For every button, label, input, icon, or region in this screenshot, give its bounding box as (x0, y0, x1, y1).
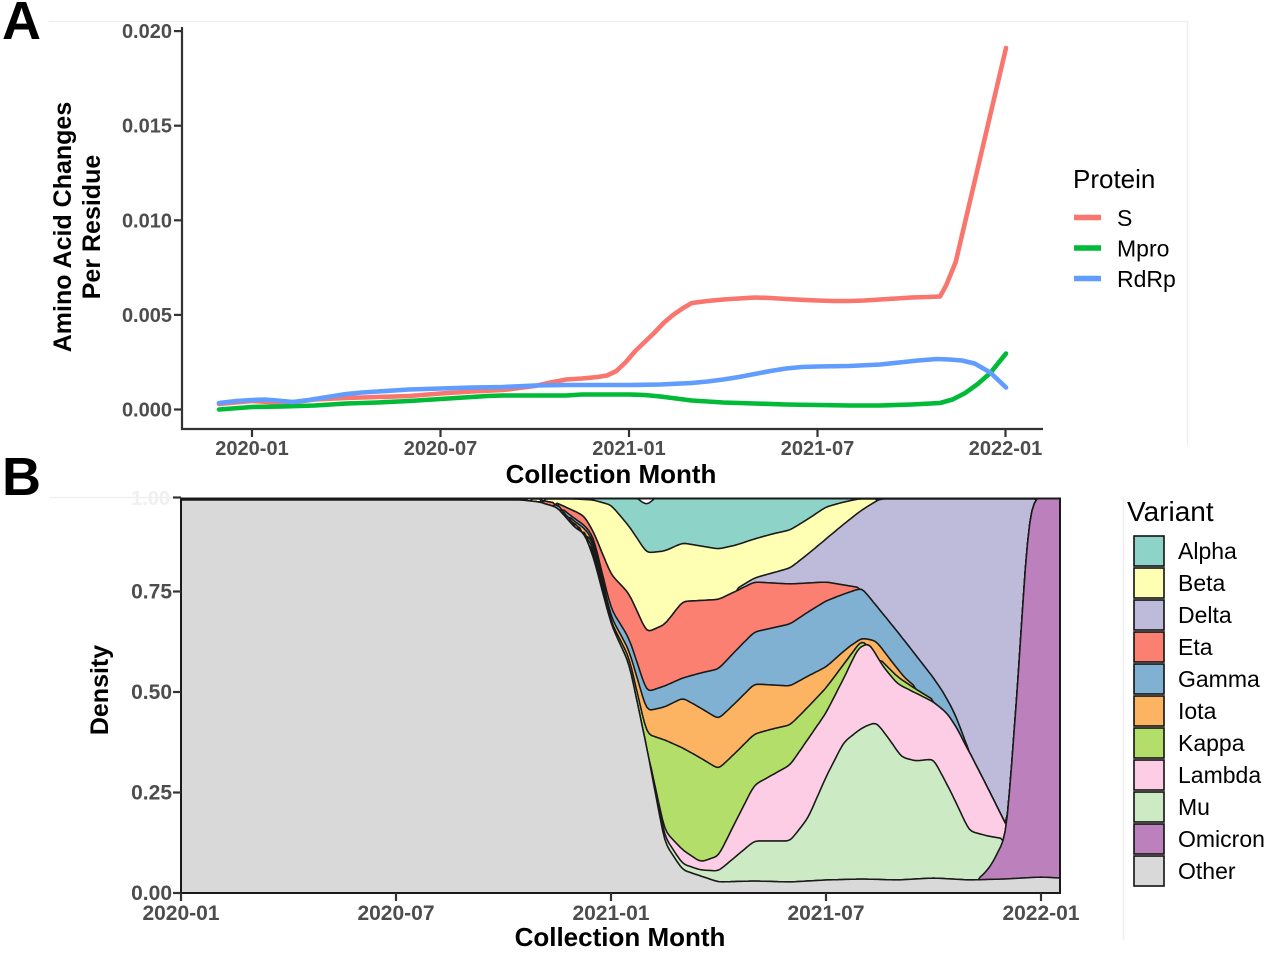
svg-text:A: A (2, 0, 41, 51)
svg-text:1.00: 1.00 (131, 488, 170, 510)
svg-text:Amino Acid Changes: Amino Acid Changes (49, 102, 77, 353)
svg-text:Kappa: Kappa (1178, 730, 1245, 756)
svg-text:2020-07: 2020-07 (357, 902, 434, 925)
svg-text:Gamma: Gamma (1178, 666, 1260, 692)
svg-text:0.75: 0.75 (131, 581, 172, 604)
svg-text:Collection Month: Collection Month (506, 459, 717, 489)
svg-text:0.25: 0.25 (131, 782, 172, 805)
svg-text:2021-07: 2021-07 (781, 438, 854, 460)
svg-text:0.015: 0.015 (122, 116, 172, 138)
svg-text:Eta: Eta (1178, 634, 1213, 660)
svg-text:2022-01: 2022-01 (1002, 902, 1079, 925)
svg-text:2020-01: 2020-01 (215, 438, 288, 460)
svg-text:Mpro: Mpro (1117, 236, 1169, 262)
svg-text:2021-07: 2021-07 (787, 902, 864, 925)
svg-text:2021-01: 2021-01 (592, 438, 665, 460)
svg-text:Density: Density (86, 645, 114, 735)
svg-text:2020-01: 2020-01 (142, 902, 219, 925)
svg-text:0.000: 0.000 (122, 400, 172, 422)
svg-text:Mu: Mu (1178, 794, 1210, 820)
svg-text:Omicron: Omicron (1178, 826, 1265, 852)
svg-text:2020-07: 2020-07 (404, 438, 477, 460)
svg-text:Per Residue: Per Residue (78, 155, 106, 300)
svg-text:0.010: 0.010 (122, 210, 172, 232)
svg-text:Other: Other (1178, 858, 1236, 884)
svg-text:0.020: 0.020 (122, 21, 172, 43)
svg-text:Variant: Variant (1127, 496, 1214, 527)
svg-text:Lambda: Lambda (1178, 762, 1261, 788)
svg-text:Iota: Iota (1178, 698, 1217, 724)
svg-text:2022-01: 2022-01 (969, 438, 1042, 460)
svg-text:0.00: 0.00 (131, 882, 172, 905)
svg-text:B: B (2, 447, 41, 507)
svg-text:0.50: 0.50 (131, 681, 172, 704)
svg-text:Protein: Protein (1073, 164, 1155, 194)
svg-text:Delta: Delta (1178, 602, 1232, 628)
svg-text:Collection Month: Collection Month (515, 922, 726, 952)
svg-text:Alpha: Alpha (1178, 538, 1237, 564)
svg-text:S: S (1117, 205, 1132, 231)
svg-text:RdRp: RdRp (1117, 266, 1176, 292)
svg-text:2021-01: 2021-01 (572, 902, 649, 925)
svg-text:0.005: 0.005 (122, 305, 172, 327)
svg-text:Beta: Beta (1178, 570, 1226, 596)
